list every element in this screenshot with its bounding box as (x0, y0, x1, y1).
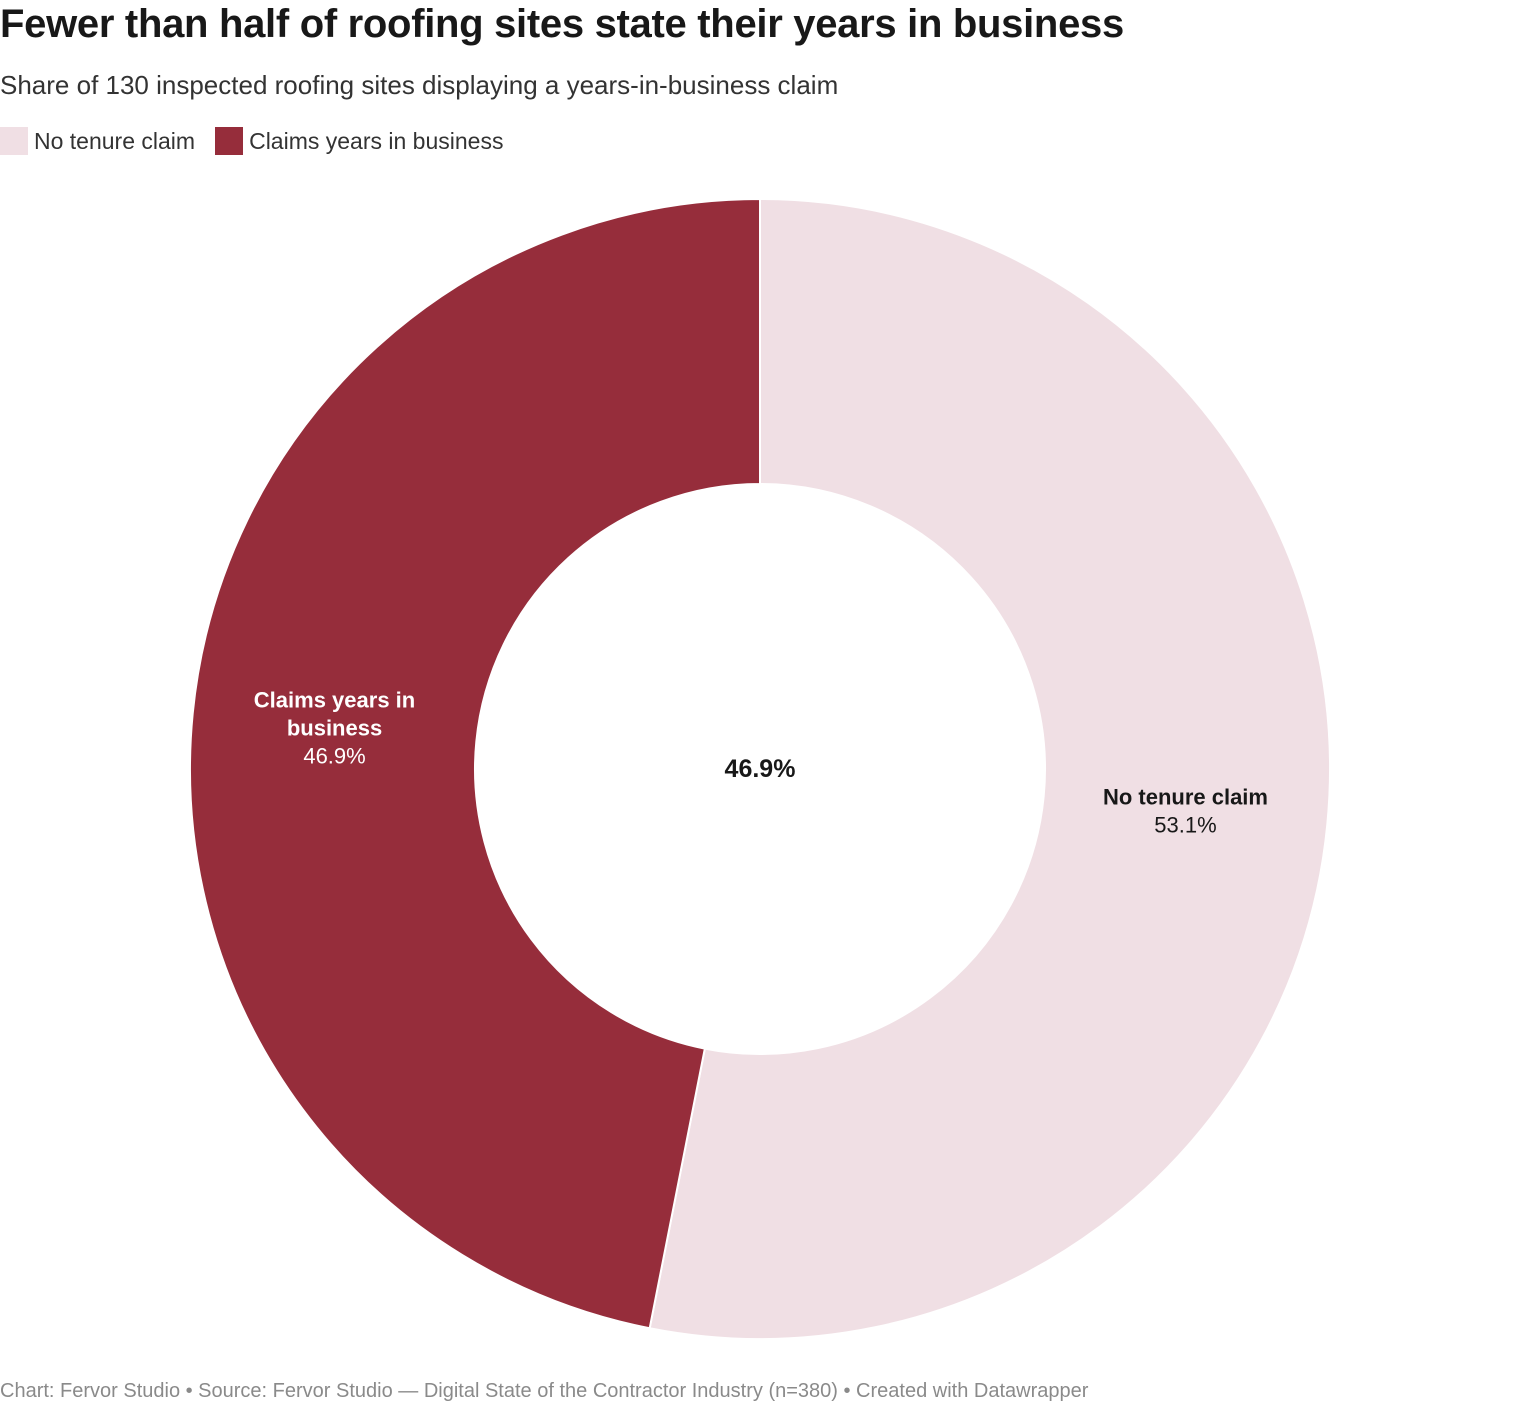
legend-swatch-no-tenure-claim (0, 127, 28, 155)
donut-slices (189, 197, 1331, 1340)
donut-center-label: 46.9% (725, 755, 796, 783)
legend-item-no-tenure-claim: No tenure claim (0, 127, 195, 155)
legend-label-no-tenure-claim: No tenure claim (34, 127, 196, 154)
legend-item-claims-years: Claims years in business (215, 127, 503, 155)
donut-slice-claims-years-in-business (189, 197, 761, 1330)
chart-footer: Chart: Fervor Studio • Source: Fervor St… (0, 1380, 1089, 1402)
slice-value-no-tenure-claim: 53.1% (1154, 813, 1216, 838)
legend-label-claims-years: Claims years in business (249, 127, 504, 154)
chart-title: Fewer than half of roofing sites state t… (0, 2, 1124, 46)
legend-swatch-claims-years (215, 127, 244, 155)
legend: No tenure claim Claims years in business (0, 127, 523, 155)
chart-subtitle: Share of 130 inspected roofing sites dis… (0, 70, 839, 100)
slice-label-claims-years-in-business: Claims years in business (254, 687, 415, 740)
slice-value-claims-years-in-business: 46.9% (303, 743, 365, 768)
slice-label-no-tenure-claim: No tenure claim (1103, 785, 1268, 810)
slice-labels: No tenure claim 53.1% Claims years in busin… (254, 687, 1268, 837)
donut-slice-no-tenure-claim (648, 197, 1331, 1340)
